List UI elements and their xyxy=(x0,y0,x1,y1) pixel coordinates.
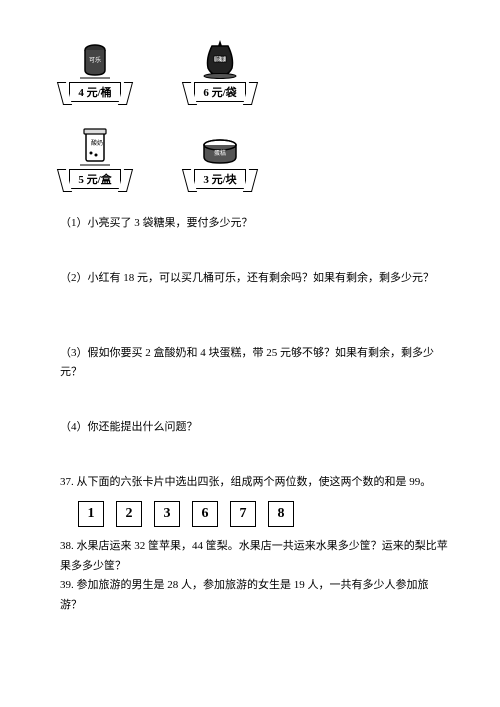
product-yogurt: 酸奶 5 元/盒 xyxy=(55,127,135,189)
price-label: 3 元/块 xyxy=(194,169,245,189)
svg-text:蛋糕: 蛋糕 xyxy=(214,149,226,157)
question-3: （3）假如你要买 2 盒酸奶和 4 块蛋糕，带 25 元够不够？如果有剩余，剩多… xyxy=(60,344,450,384)
cake-icon: 蛋糕 xyxy=(199,127,241,167)
question-1: （1）小亮买了 3 袋糖果，要付多少元？ xyxy=(60,214,450,234)
question-38: 38. 水果店运来 32 筐苹果，44 筐梨。水果店一共运来水果多少筐？运来的梨… xyxy=(60,537,450,577)
question-37: 37. 从下面的六张卡片中选出四张，组成两个两位数，使这两个数的和是 99。 xyxy=(60,473,450,493)
svg-text:酸奶: 酸奶 xyxy=(91,139,103,147)
product-cake: 蛋糕 3 元/块 xyxy=(180,127,260,189)
card: 1 xyxy=(78,501,104,527)
price-label: 4 元/桶 xyxy=(69,82,120,102)
price-label: 6 元/袋 xyxy=(194,82,245,102)
svg-text:糖果: 糖果 xyxy=(215,56,225,63)
product-cola: 可乐 4 元/桶 xyxy=(55,40,135,102)
card: 6 xyxy=(192,501,218,527)
yogurt-icon: 酸奶 xyxy=(78,127,112,167)
question-2: （2）小红有 18 元，可以买几桶可乐，还有剩余吗？如果有剩余，剩多少元？ xyxy=(60,269,450,289)
card: 8 xyxy=(268,501,294,527)
svg-text:可乐: 可乐 xyxy=(89,57,101,64)
product-candy: 糖果 6 元/袋 xyxy=(180,40,260,102)
card: 7 xyxy=(230,501,256,527)
price-label: 5 元/盒 xyxy=(69,169,120,189)
card: 2 xyxy=(116,501,142,527)
card: 3 xyxy=(154,501,180,527)
cola-icon: 可乐 xyxy=(78,40,112,80)
cards-row: 1 2 3 6 7 8 xyxy=(78,501,450,527)
question-4: （4）你还能提出什么问题？ xyxy=(60,418,450,438)
question-39: 39. 参加旅游的男生是 28 人，参加旅游的女生是 19 人，一共有多少人参加… xyxy=(60,576,450,616)
candy-icon: 糖果 xyxy=(200,40,240,80)
